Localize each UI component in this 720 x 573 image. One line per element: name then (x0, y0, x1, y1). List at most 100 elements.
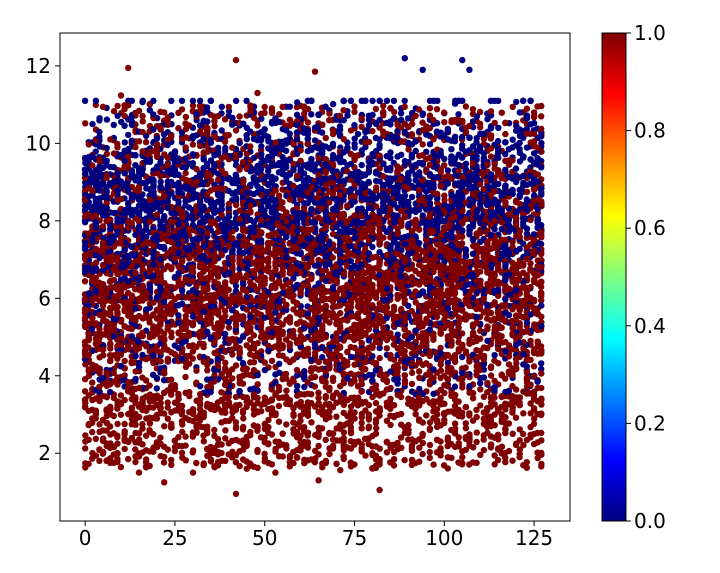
data-point (322, 134, 329, 142)
data-point (527, 400, 534, 407)
data-point (193, 459, 200, 467)
data-point (117, 411, 125, 418)
data-point (415, 368, 423, 375)
data-point (117, 92, 125, 99)
data-point (408, 369, 416, 377)
data-point (509, 136, 516, 143)
data-point (383, 314, 390, 322)
data-points (81, 55, 545, 498)
data-point (394, 291, 401, 299)
data-point (473, 406, 480, 414)
data-point (171, 148, 179, 155)
data-point (283, 421, 290, 428)
data-point (322, 457, 330, 465)
data-point (412, 267, 419, 275)
data-point (247, 216, 254, 224)
data-point (92, 97, 100, 105)
data-point (433, 106, 441, 113)
data-point (132, 143, 139, 151)
data-point (258, 115, 265, 122)
data-point (397, 434, 405, 441)
data-point (347, 242, 355, 249)
data-point (117, 392, 125, 399)
data-point (329, 230, 337, 238)
data-point (150, 225, 157, 232)
data-point (128, 97, 135, 105)
data-point (240, 423, 247, 431)
data-point (279, 430, 286, 437)
data-point (401, 456, 408, 464)
data-point (121, 357, 128, 365)
data-point (232, 425, 240, 432)
data-point (132, 345, 139, 352)
data-point (196, 142, 204, 150)
data-point (139, 374, 146, 381)
data-point (99, 103, 107, 111)
data-point (261, 366, 268, 374)
data-point (520, 410, 527, 417)
data-point (121, 139, 128, 146)
data-point (110, 121, 118, 129)
data-point (523, 459, 530, 466)
data-point (257, 110, 265, 118)
data-point (405, 146, 412, 153)
data-point (82, 120, 89, 127)
data-point (523, 188, 531, 196)
data-point (301, 391, 308, 398)
data-point (498, 109, 505, 116)
data-point (117, 463, 125, 471)
data-point (229, 346, 236, 353)
data-point (275, 418, 283, 425)
data-point (538, 293, 545, 300)
data-point (301, 110, 308, 117)
data-point (426, 105, 434, 112)
data-point (376, 354, 383, 362)
data-point (333, 425, 340, 432)
data-point (286, 116, 293, 124)
data-point (211, 426, 218, 434)
data-point (232, 419, 240, 426)
data-point (229, 121, 236, 128)
data-point (114, 450, 121, 457)
data-point (477, 402, 484, 409)
data-point (401, 296, 408, 303)
data-point (121, 420, 128, 428)
data-point (143, 432, 150, 439)
data-point (304, 105, 312, 113)
data-point (81, 97, 89, 105)
data-point (423, 412, 430, 419)
data-point (451, 355, 459, 362)
data-point (383, 345, 390, 352)
data-point (308, 399, 315, 407)
data-point (200, 438, 207, 445)
data-point (218, 441, 225, 448)
data-point (373, 425, 380, 432)
data-point (301, 456, 308, 463)
data-point (92, 435, 100, 442)
data-point (451, 420, 459, 427)
data-point (523, 105, 531, 112)
data-point (531, 415, 538, 422)
data-point (207, 458, 215, 465)
data-point (322, 436, 329, 444)
data-point (114, 102, 121, 110)
data-point (390, 303, 398, 310)
data-point (114, 112, 121, 120)
data-point (494, 446, 502, 453)
data-point (82, 432, 89, 439)
data-point (380, 173, 387, 180)
data-point (516, 200, 523, 208)
data-point (358, 241, 365, 248)
data-point (405, 222, 412, 229)
data-point (462, 425, 470, 432)
data-point (236, 344, 243, 352)
data-point (265, 441, 272, 448)
data-point (247, 336, 254, 343)
data-point (214, 113, 222, 120)
data-point (455, 111, 462, 118)
data-point (516, 158, 524, 165)
data-point (372, 399, 380, 407)
data-point (383, 97, 391, 105)
data-point (351, 103, 358, 110)
data-point (434, 423, 441, 431)
